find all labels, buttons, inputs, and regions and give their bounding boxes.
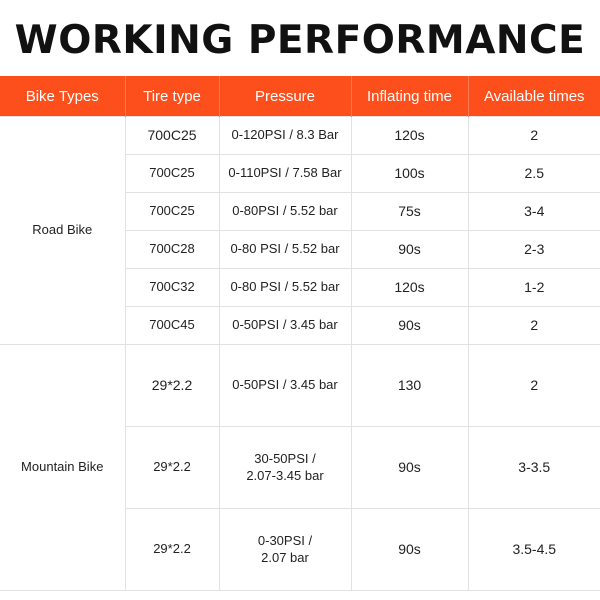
table-row: 29*2.2 0-30PSI / 2.07 bar 90s 3.5-4.5 bbox=[0, 508, 600, 591]
inflating-time-cell: 100s bbox=[350, 154, 469, 193]
available-times-cell: 2 bbox=[467, 116, 600, 155]
available-times-cell: 3-3.5 bbox=[467, 426, 600, 509]
pressure-cell: 0-120PSI / 8.3 Bar bbox=[218, 116, 352, 155]
tire-type-cell: 700C32 bbox=[125, 268, 220, 307]
table-row: 700C28 0-80 PSI / 5.52 bar 90s 2-3 bbox=[0, 230, 600, 269]
available-times-cell: 2.5 bbox=[467, 154, 600, 193]
inflating-time-cell: 120s bbox=[350, 268, 469, 307]
table-row: 700C45 0-50PSI / 3.45 bar 90s 2 bbox=[0, 306, 600, 345]
tire-type-cell: 700C25 bbox=[124, 116, 220, 155]
table-row: 700C25 0-80PSI / 5.52 bar 75s 3-4 bbox=[0, 192, 600, 231]
inflating-time-cell: 90s bbox=[350, 426, 469, 509]
inflating-time-cell: 90s bbox=[350, 230, 469, 269]
pressure-cell: 0-80 PSI / 5.52 bar bbox=[218, 230, 352, 269]
tire-type-cell: 700C25 bbox=[125, 154, 220, 193]
inflating-time-cell: 90s bbox=[350, 306, 469, 345]
table-row: 700C32 0-80 PSI / 5.52 bar 120s 1-2 bbox=[0, 268, 600, 307]
pressure-cell: 0-80 PSI / 5.52 bar bbox=[218, 268, 352, 307]
table-row: 29*2.2 30-50PSI / 2.07-3.45 bar 90s 3-3.5 bbox=[0, 426, 600, 509]
pressure-cell: 0-110PSI / 7.58 Bar bbox=[218, 154, 352, 193]
column-header: Available times bbox=[467, 76, 600, 117]
tire-type-cell: 29*2.2 bbox=[125, 508, 220, 591]
inflating-time-cell: 90s bbox=[350, 508, 469, 591]
table-row: Mountain Bike 29*2.2 0-50PSI / 3.45 bar 130… bbox=[0, 344, 600, 591]
table-row: Road Bike 700C25 0-120PSI / 8.3 Bar 120s 2 bbox=[0, 116, 600, 345]
tire-type-cell: 29*2.2 bbox=[124, 344, 220, 427]
tire-type-cell: 29*2.2 bbox=[125, 426, 220, 509]
page-title: WORKING PERFORMANCE bbox=[14, 18, 586, 63]
available-times-cell: 1-2 bbox=[467, 268, 600, 307]
available-times-cell: 3.5-4.5 bbox=[467, 508, 600, 591]
inflating-time-cell: 75s bbox=[350, 192, 469, 231]
pressure-cell: 0-50PSI / 3.45 bar bbox=[218, 344, 352, 427]
bike-type-cell: Road Bike bbox=[0, 116, 126, 345]
column-header: Inflating time bbox=[350, 76, 468, 117]
tire-type-cell: 700C25 bbox=[125, 192, 220, 231]
pressure-cell: 0-50PSI / 3.45 bar bbox=[218, 306, 352, 345]
available-times-cell: 2 bbox=[467, 344, 600, 427]
header-row: Bike Types Tire type Pressure Inflating … bbox=[0, 76, 600, 117]
available-times-cell: 2-3 bbox=[467, 230, 600, 269]
column-header: Pressure bbox=[218, 76, 351, 117]
available-times-cell: 2 bbox=[467, 306, 600, 345]
tire-type-cell: 700C28 bbox=[125, 230, 220, 269]
column-header: Bike Types bbox=[0, 76, 125, 117]
pressure-cell: 0-30PSI / 2.07 bar bbox=[218, 508, 352, 591]
performance-table: Bike Types Tire type Pressure Inflating … bbox=[0, 76, 600, 591]
inflating-time-cell: 130 bbox=[350, 344, 469, 427]
available-times-cell: 3-4 bbox=[467, 192, 600, 231]
pressure-cell: 0-80PSI / 5.52 bar bbox=[218, 192, 352, 231]
bike-type-cell: Mountain Bike bbox=[0, 344, 126, 591]
inflating-time-cell: 120s bbox=[350, 116, 469, 155]
pressure-cell: 30-50PSI / 2.07-3.45 bar bbox=[218, 426, 352, 509]
tire-type-cell: 700C45 bbox=[125, 306, 220, 345]
column-header: Tire type bbox=[124, 76, 219, 117]
